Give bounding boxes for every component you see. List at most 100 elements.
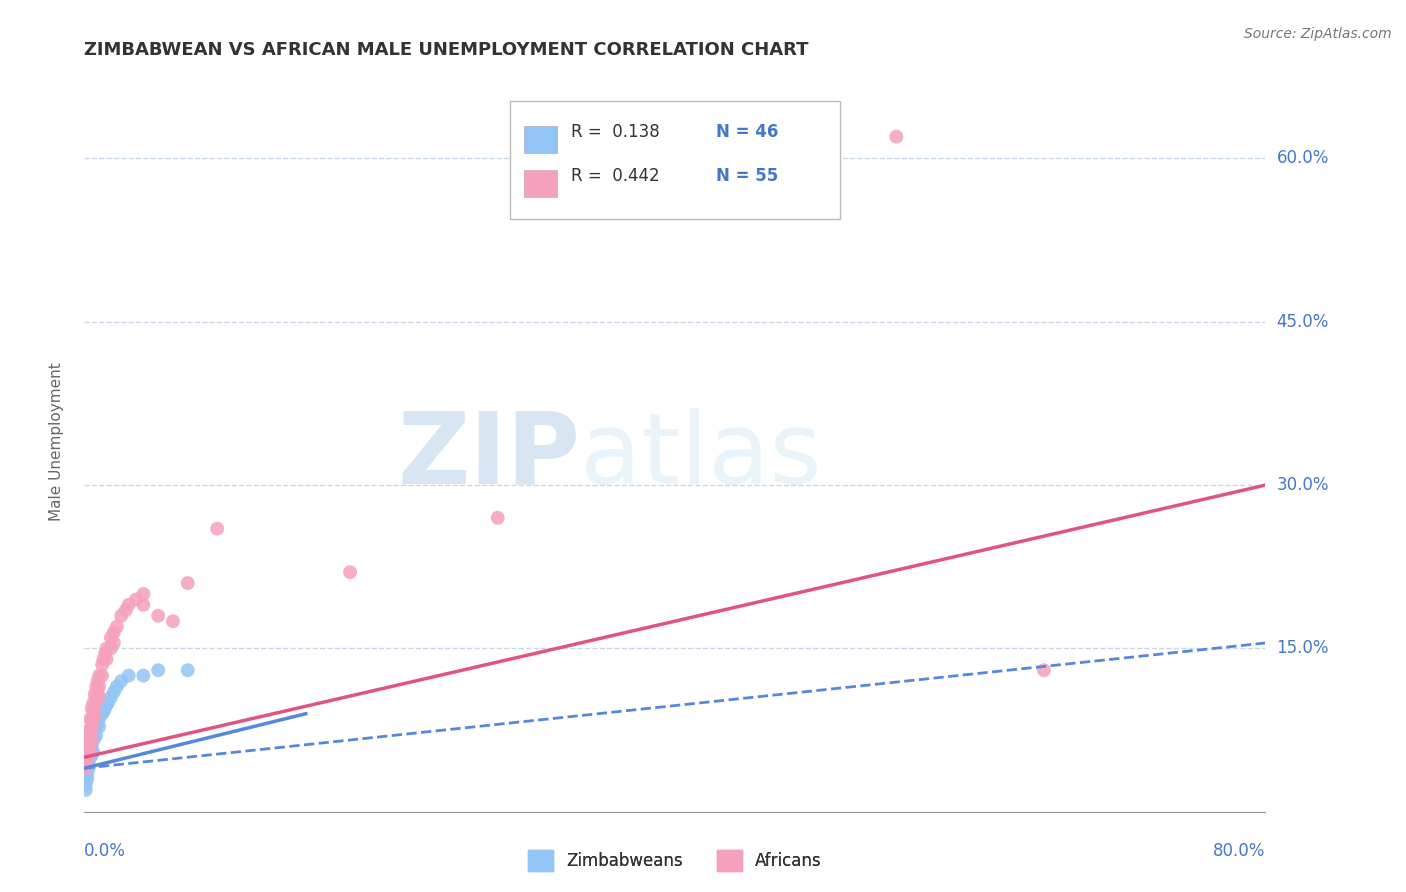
Point [76,750,98,764]
Point [118,668,141,682]
Text: 30.0%: 30.0% [1277,476,1329,494]
Y-axis label: Male Unemployment: Male Unemployment [49,362,63,521]
Point [79,745,101,759]
Point [118,598,141,612]
Point [79,712,101,726]
Text: Source: ZipAtlas.com: Source: ZipAtlas.com [1244,27,1392,41]
Point [76,734,98,748]
Point [76,756,98,770]
Point [77,756,100,770]
Point [79,734,101,748]
Point [83,687,105,701]
Text: 15.0%: 15.0% [1277,640,1329,657]
Point [162,614,184,628]
Point [79,745,101,759]
Point [177,576,200,591]
Point [105,619,128,633]
Point [77,739,100,754]
Point [148,608,170,623]
Point [114,603,136,617]
Point [103,625,125,640]
Point [103,685,125,699]
Point [76,745,98,759]
Point [80,748,103,763]
Text: R =  0.138: R = 0.138 [571,123,659,141]
Point [77,734,100,748]
Point [87,690,111,705]
Point [177,663,200,677]
Text: atlas: atlas [581,408,823,505]
Point [75,745,97,759]
Point [79,750,101,764]
Point [82,715,104,730]
Text: ZIMBABWEAN VS AFRICAN MALE UNEMPLOYMENT CORRELATION CHART: ZIMBABWEAN VS AFRICAN MALE UNEMPLOYMENT … [84,41,808,59]
Point [80,723,103,737]
Point [76,766,98,780]
Point [339,565,361,579]
Point [79,734,101,748]
Text: R =  0.442: R = 0.442 [571,168,659,186]
Text: N = 46: N = 46 [716,123,779,141]
Point [86,674,108,689]
Point [82,705,104,719]
Point [82,745,104,759]
Point [96,641,118,656]
Point [91,668,114,682]
Point [105,680,128,694]
Point [205,522,228,536]
Point [87,720,111,734]
Point [132,587,155,601]
Point [75,772,97,786]
Point [75,761,97,775]
Point [86,715,108,730]
Point [75,766,97,780]
Point [79,723,101,737]
Point [486,510,509,524]
Point [75,752,97,766]
Point [76,772,98,786]
Point [75,783,97,797]
Point [79,729,101,743]
Point [76,761,98,775]
Text: 60.0%: 60.0% [1277,150,1329,168]
Point [80,723,103,737]
Point [77,723,100,737]
FancyBboxPatch shape [523,170,557,197]
Point [80,701,103,715]
Point [83,723,105,737]
Point [82,696,104,710]
Point [87,668,111,682]
Point [75,777,97,791]
Text: N = 55: N = 55 [716,168,779,186]
Point [886,129,908,144]
Point [96,652,118,666]
Point [148,663,170,677]
Text: ZIP: ZIP [398,408,581,505]
Point [94,701,117,715]
Point [80,712,103,726]
FancyBboxPatch shape [523,126,557,153]
Point [1032,663,1054,677]
Point [132,598,155,612]
Point [91,706,114,721]
Point [83,709,105,723]
FancyBboxPatch shape [509,101,841,219]
Point [93,705,115,719]
Point [100,641,122,656]
Point [77,745,100,759]
Point [84,717,107,731]
Text: 45.0%: 45.0% [1277,313,1329,331]
Point [77,750,100,764]
Point [125,592,148,607]
Point [82,734,104,748]
Point [75,761,97,775]
Point [93,652,115,666]
Point [97,696,120,710]
Point [77,745,100,759]
Point [87,680,111,694]
Point [83,731,105,745]
Point [83,698,105,712]
Point [110,674,132,689]
Point [103,636,125,650]
Point [87,712,111,726]
